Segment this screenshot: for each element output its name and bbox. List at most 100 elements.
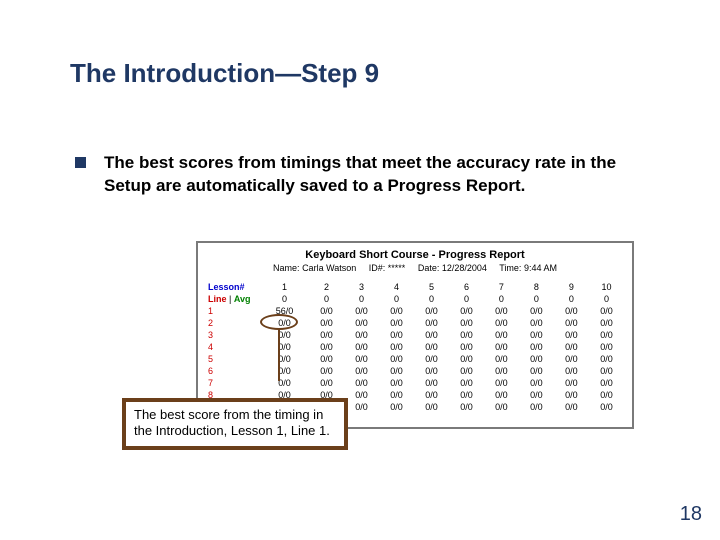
data-cell: 0/0 bbox=[449, 365, 484, 377]
data-cell: 0/0 bbox=[260, 377, 309, 389]
data-cell: 0/0 bbox=[554, 401, 589, 413]
table-row: 40/00/00/00/00/00/00/00/00/00/0 bbox=[206, 341, 624, 353]
col-9: 9 bbox=[554, 281, 589, 293]
data-cell: 0/0 bbox=[309, 341, 344, 353]
data-cell: 0/0 bbox=[519, 365, 554, 377]
table-row: 70/00/00/00/00/00/00/00/00/00/0 bbox=[206, 377, 624, 389]
data-cell: 0/0 bbox=[484, 329, 519, 341]
data-cell: 0/0 bbox=[554, 377, 589, 389]
data-cell: 0/0 bbox=[449, 305, 484, 317]
meta-id-label: ID#: bbox=[369, 263, 386, 273]
header-avg: Avg bbox=[234, 294, 251, 304]
slide: The Introduction—Step 9 The best scores … bbox=[0, 0, 720, 540]
avg-cell: 0 bbox=[449, 293, 484, 305]
avg-cell: 0 bbox=[554, 293, 589, 305]
header-lesson: Lesson# bbox=[208, 282, 245, 292]
data-cell: 0/0 bbox=[414, 365, 449, 377]
data-cell: 0/0 bbox=[519, 377, 554, 389]
data-cell: 0/0 bbox=[414, 377, 449, 389]
table-row: 50/00/00/00/00/00/00/00/00/00/0 bbox=[206, 353, 624, 365]
callout-box: The best score from the timing in the In… bbox=[122, 398, 348, 450]
data-cell: 0/0 bbox=[414, 317, 449, 329]
data-cell: 0/0 bbox=[449, 317, 484, 329]
data-cell: 0/0 bbox=[449, 389, 484, 401]
data-cell: 0/0 bbox=[519, 341, 554, 353]
row-number: 2 bbox=[206, 317, 260, 329]
bullet-icon bbox=[75, 157, 86, 168]
col-6: 6 bbox=[449, 281, 484, 293]
header-line: Line bbox=[208, 294, 227, 304]
table-row: 60/00/00/00/00/00/00/00/00/00/0 bbox=[206, 365, 624, 377]
avg-cell: 0 bbox=[589, 293, 624, 305]
report-meta: Name: Carla Watson ID#: ***** Date: 12/2… bbox=[206, 263, 624, 273]
avg-cell: 0 bbox=[519, 293, 554, 305]
data-cell: 0/0 bbox=[260, 353, 309, 365]
col-1: 1 bbox=[260, 281, 309, 293]
data-cell: 0/0 bbox=[379, 329, 414, 341]
data-cell: 0/0 bbox=[484, 389, 519, 401]
data-cell: 0/0 bbox=[554, 341, 589, 353]
data-cell: 0/0 bbox=[414, 353, 449, 365]
data-cell: 0/0 bbox=[344, 377, 379, 389]
col-4: 4 bbox=[379, 281, 414, 293]
meta-id: ***** bbox=[388, 263, 406, 273]
data-cell: 0/0 bbox=[260, 365, 309, 377]
data-cell: 0/0 bbox=[344, 317, 379, 329]
data-cell: 0/0 bbox=[519, 401, 554, 413]
row-number: 4 bbox=[206, 341, 260, 353]
data-cell: 0/0 bbox=[379, 341, 414, 353]
data-cell: 0/0 bbox=[260, 329, 309, 341]
data-cell: 0/0 bbox=[344, 401, 379, 413]
data-cell: 0/0 bbox=[309, 365, 344, 377]
row-number: 7 bbox=[206, 377, 260, 389]
data-cell: 0/0 bbox=[589, 341, 624, 353]
data-cell: 0/0 bbox=[519, 305, 554, 317]
data-cell: 0/0 bbox=[309, 305, 344, 317]
col-8: 8 bbox=[519, 281, 554, 293]
data-cell: 0/0 bbox=[449, 401, 484, 413]
row-number: 3 bbox=[206, 329, 260, 341]
data-cell: 0/0 bbox=[484, 365, 519, 377]
data-cell: 0/0 bbox=[414, 389, 449, 401]
col-7: 7 bbox=[484, 281, 519, 293]
data-cell: 0/0 bbox=[344, 365, 379, 377]
data-cell: 0/0 bbox=[484, 305, 519, 317]
connector-line-icon bbox=[278, 329, 280, 381]
data-cell: 0/0 bbox=[449, 329, 484, 341]
col-5: 5 bbox=[414, 281, 449, 293]
data-cell: 0/0 bbox=[344, 329, 379, 341]
data-cell: 0/0 bbox=[449, 377, 484, 389]
data-cell: 0/0 bbox=[589, 377, 624, 389]
data-cell: 0/0 bbox=[379, 365, 414, 377]
data-cell: 0/0 bbox=[309, 377, 344, 389]
data-cell: 0/0 bbox=[554, 365, 589, 377]
report-title: Keyboard Short Course - Progress Report bbox=[206, 249, 624, 261]
avg-cell: 0 bbox=[484, 293, 519, 305]
row-number: 6 bbox=[206, 365, 260, 377]
data-cell: 0/0 bbox=[414, 329, 449, 341]
bullet-row: The best scores from timings that meet t… bbox=[75, 152, 659, 198]
data-cell: 0/0 bbox=[554, 329, 589, 341]
avg-cell: 0 bbox=[260, 293, 309, 305]
data-cell: 0/0 bbox=[589, 401, 624, 413]
table-row: 30/00/00/00/00/00/00/00/00/00/0 bbox=[206, 329, 624, 341]
avg-cell: 0 bbox=[379, 293, 414, 305]
data-cell: 0/0 bbox=[519, 353, 554, 365]
data-cell: 0/0 bbox=[519, 317, 554, 329]
data-cell: 0/0 bbox=[554, 305, 589, 317]
page-number: 18 bbox=[680, 503, 702, 526]
data-cell: 0/0 bbox=[554, 353, 589, 365]
data-cell: 0/0 bbox=[484, 341, 519, 353]
data-cell: 0/0 bbox=[414, 401, 449, 413]
col-2: 2 bbox=[309, 281, 344, 293]
progress-table: Lesson# 1 2 3 4 5 6 7 8 9 10 Li bbox=[206, 281, 624, 413]
data-cell: 0/0 bbox=[379, 305, 414, 317]
data-cell: 0/0 bbox=[379, 377, 414, 389]
bullet-text: The best scores from timings that meet t… bbox=[104, 152, 659, 198]
meta-date-label: Date: bbox=[418, 263, 440, 273]
data-cell: 0/0 bbox=[589, 317, 624, 329]
avg-cell: 0 bbox=[344, 293, 379, 305]
slide-title: The Introduction—Step 9 bbox=[70, 58, 379, 89]
row-number: 5 bbox=[206, 353, 260, 365]
data-cell: 0/0 bbox=[309, 353, 344, 365]
